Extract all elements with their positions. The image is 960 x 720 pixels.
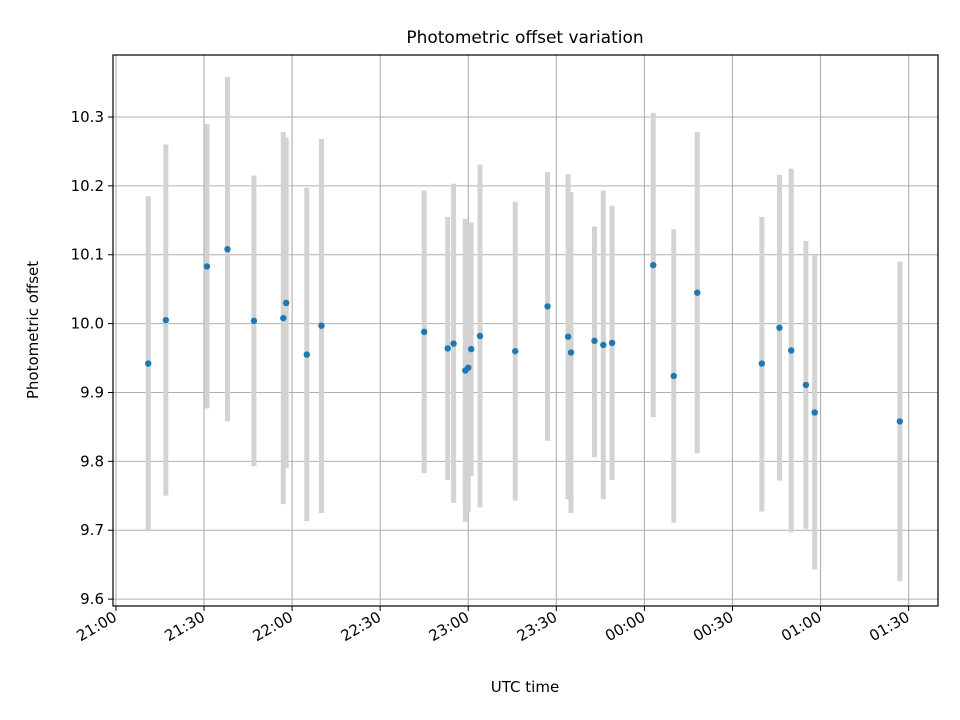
data-point	[567, 349, 575, 356]
y-axis-ticks: 9.6 9.7 9.8 9.9 10.0 10.1 10.2 10.3	[71, 108, 113, 608]
data-point	[802, 381, 810, 389]
data-point	[203, 263, 211, 270]
data-point	[811, 409, 818, 416]
chart-title: Photometric offset variation	[406, 28, 643, 48]
x-axis-label: UTC time	[491, 678, 559, 696]
data-point	[788, 347, 795, 354]
data-point	[512, 347, 519, 355]
data-point	[544, 303, 551, 310]
y-tick-label: 10.1	[71, 246, 104, 264]
data-point	[600, 341, 607, 349]
data-point	[318, 322, 325, 329]
data-point	[476, 332, 484, 340]
data-point	[758, 360, 766, 367]
data-point	[444, 345, 451, 352]
data-point	[591, 337, 598, 345]
grid-lines	[113, 55, 938, 606]
data-point	[564, 333, 572, 340]
data-point	[303, 351, 310, 358]
y-tick-label: 9.8	[80, 452, 104, 470]
data-point	[465, 364, 472, 371]
plot-frame	[112, 54, 939, 607]
y-tick-label: 10.2	[71, 177, 104, 195]
data-point	[608, 339, 616, 347]
data-point	[162, 316, 170, 324]
data-point	[250, 317, 258, 325]
data-point	[283, 299, 290, 307]
data-point	[450, 340, 457, 347]
y-tick-label: 10.3	[71, 108, 104, 126]
y-tick-label: 10.0	[71, 315, 104, 333]
data-point	[670, 372, 677, 380]
data-point	[650, 261, 657, 269]
data-point	[421, 328, 428, 336]
data-point	[145, 360, 152, 367]
data-point	[694, 289, 701, 296]
data-point	[467, 345, 475, 353]
y-axis-label: Photometric offset	[24, 261, 42, 399]
data-point	[776, 324, 783, 331]
y-tick-label: 9.7	[80, 521, 104, 539]
data-point	[280, 314, 287, 322]
y-tick-label: 9.9	[80, 383, 104, 401]
data-point	[224, 246, 231, 253]
y-tick-label: 9.6	[80, 590, 104, 608]
data-points	[145, 246, 904, 425]
data-point	[896, 418, 904, 425]
